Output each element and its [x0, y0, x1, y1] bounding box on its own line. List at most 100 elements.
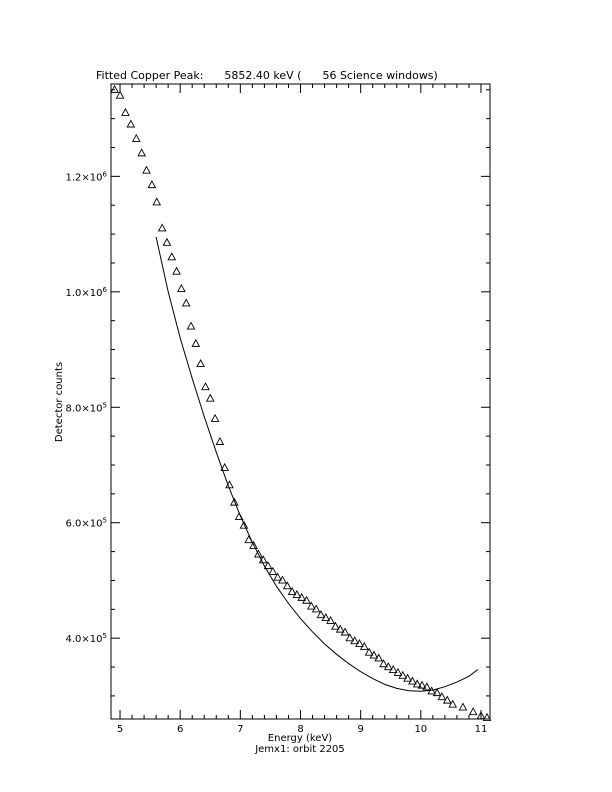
data-point-triangle	[311, 604, 321, 613]
y-tick-times: ×10	[81, 403, 102, 414]
y-tick-exponent: 5	[103, 517, 107, 525]
data-point-triangle	[393, 667, 403, 676]
data-point-triangle	[316, 610, 326, 619]
data-point-triangle	[273, 572, 282, 581]
data-point-triangle	[306, 601, 316, 610]
plot-frame	[110, 83, 491, 720]
x-tick-label: 11	[475, 724, 488, 735]
data-point-triangle	[210, 413, 220, 422]
data-point-triangle	[379, 659, 388, 668]
data-point-triangle	[476, 711, 486, 720]
y-tick-mantissa: 1.0	[66, 288, 82, 299]
y-tick-label: 8.0×105	[66, 401, 107, 414]
data-point-triangle	[249, 540, 258, 549]
chart-subtitle: Jemx1: orbit 2205	[254, 744, 345, 755]
data-point-triangle	[350, 636, 360, 645]
data-point-triangle	[437, 692, 447, 701]
data-point-triangle	[422, 682, 432, 691]
y-tick-exponent: 6	[103, 170, 108, 178]
data-point-triangle	[482, 712, 492, 721]
data-point-triangle	[345, 633, 355, 642]
data-point-triangle	[115, 90, 125, 99]
data-point-triangle	[131, 133, 141, 142]
data-point-triangle	[167, 252, 177, 261]
x-tick-label: 8	[297, 724, 303, 735]
data-point-triangle	[152, 197, 162, 206]
data-point-triangle	[191, 338, 201, 347]
data-point-triangle	[403, 673, 412, 682]
data-point-triangle	[364, 647, 374, 656]
data-point-triangle	[388, 664, 398, 673]
chart-title: Fitted Copper Peak: 5852.40 keV ( 56 Sci…	[96, 69, 438, 82]
data-point-triangle	[287, 587, 297, 596]
data-point-triangle	[162, 237, 172, 246]
data-point-triangle	[408, 676, 417, 685]
data-point-triangle	[254, 549, 263, 558]
x-tick-label: 9	[357, 724, 363, 735]
data-point-triangle	[340, 627, 350, 636]
x-tick-label: 6	[177, 724, 183, 735]
data-point-triangle	[181, 298, 191, 307]
data-point-triangle	[126, 119, 136, 128]
data-point-triangle	[383, 662, 393, 671]
data-point-triangle	[321, 613, 331, 622]
x-axis-label: Energy (keV)	[268, 733, 333, 744]
data-point-triangle	[196, 359, 205, 368]
y-tick-label: 1.0×106	[66, 286, 108, 299]
fit-curve	[155, 236, 479, 692]
data-point-triangle	[172, 266, 181, 275]
data-point-triangle	[201, 382, 210, 391]
y-tick-exponent: 6	[103, 286, 108, 294]
data-point-triangle	[137, 148, 147, 157]
data-point-triangle	[442, 695, 452, 704]
y-tick-times: ×10	[81, 634, 102, 645]
y-tick-mantissa: 6.0	[66, 519, 82, 530]
data-point-triangle	[147, 180, 157, 189]
data-point-triangle	[432, 688, 442, 697]
data-point-triangle	[412, 679, 422, 688]
data-point-triangle	[374, 653, 384, 662]
data-point-triangle	[331, 621, 340, 630]
data-point-triangle	[458, 702, 468, 711]
data-point-triangle	[268, 566, 278, 575]
x-tick-label: 10	[414, 724, 427, 735]
data-point-triangle	[263, 561, 273, 570]
data-point-triangle	[335, 624, 345, 633]
y-tick-label: 4.0×105	[66, 632, 107, 645]
y-tick-times: ×10	[81, 519, 102, 530]
data-point-triangle	[448, 699, 458, 708]
data-point-triangle	[121, 107, 130, 116]
data-points	[110, 84, 492, 721]
data-point-triangle	[326, 615, 335, 624]
y-tick-times: ×10	[81, 288, 102, 299]
x-tick-label: 5	[117, 724, 123, 735]
y-tick-label: 1.2×106	[66, 170, 108, 183]
data-point-triangle	[355, 639, 364, 648]
y-tick-mantissa: 8.0	[66, 403, 82, 414]
y-axis-label: Detector counts	[54, 362, 65, 442]
y-tick-times: ×10	[81, 172, 102, 183]
data-point-triangle	[302, 595, 311, 604]
data-point-triangle	[297, 592, 307, 601]
data-point-triangle	[278, 575, 287, 584]
data-point-triangle	[220, 462, 230, 471]
fit-line	[155, 236, 479, 692]
data-point-triangle	[239, 520, 249, 529]
data-point-triangle	[215, 436, 225, 445]
data-point-triangle	[359, 641, 369, 650]
x-axis: 5 6 7 8 9 10 11	[117, 84, 488, 735]
data-point-triangle	[157, 223, 167, 232]
data-point-triangle	[110, 84, 119, 93]
x-tick-label: 7	[237, 724, 243, 735]
y-tick-mantissa: 1.2	[66, 172, 82, 183]
data-point-triangle	[468, 707, 478, 716]
y-tick-exponent: 5	[103, 632, 107, 640]
data-point-triangle	[398, 670, 408, 679]
data-point-triangle	[205, 393, 215, 402]
data-point-triangle	[292, 589, 302, 598]
data-point-triangle	[177, 283, 186, 292]
y-tick-label: 6.0×105	[66, 517, 107, 530]
data-point-triangle	[186, 321, 196, 330]
